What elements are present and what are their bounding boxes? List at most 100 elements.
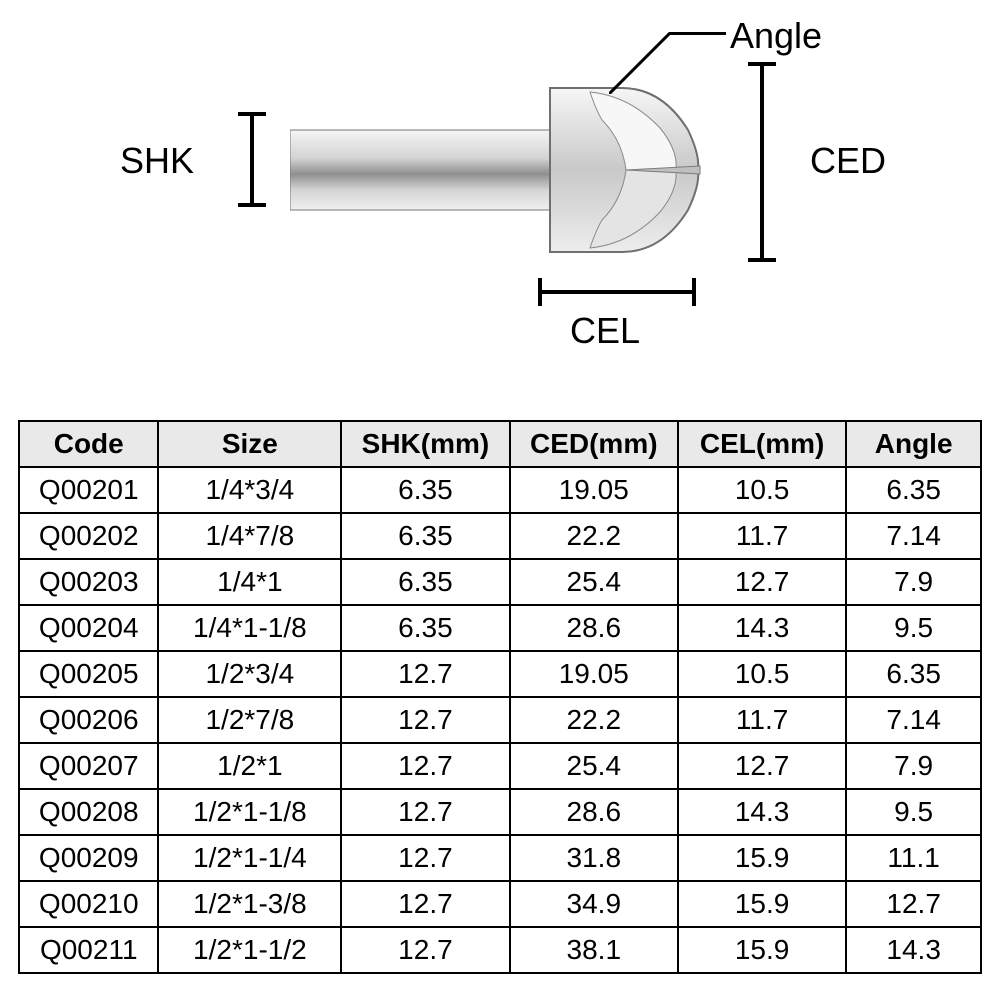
cel-dim-cap-r bbox=[692, 278, 696, 306]
table-cell: 10.5 bbox=[678, 467, 846, 513]
table-cell: 6.35 bbox=[846, 467, 981, 513]
table-cell: 12.7 bbox=[341, 927, 509, 973]
table-cell: 1/4*1-1/8 bbox=[158, 605, 341, 651]
table-row: Q002051/2*3/412.719.0510.56.35 bbox=[19, 651, 981, 697]
table-header-row: Code Size SHK(mm) CED(mm) CEL(mm) Angle bbox=[19, 421, 981, 467]
table-cell: 1/2*1 bbox=[158, 743, 341, 789]
table-cell: 12.7 bbox=[341, 835, 509, 881]
table-cell: 1/2*1-1/4 bbox=[158, 835, 341, 881]
table-cell: 6.35 bbox=[341, 559, 509, 605]
table-cell: 6.35 bbox=[341, 467, 509, 513]
table-cell: Q00211 bbox=[19, 927, 158, 973]
table-body: Q002011/4*3/46.3519.0510.56.35Q002021/4*… bbox=[19, 467, 981, 973]
table-cell: Q00209 bbox=[19, 835, 158, 881]
table-cell: 31.8 bbox=[510, 835, 678, 881]
cel-dim-line bbox=[538, 290, 696, 294]
table-row: Q002021/4*7/86.3522.211.77.14 bbox=[19, 513, 981, 559]
table-cell: 25.4 bbox=[510, 743, 678, 789]
table-cell: Q00207 bbox=[19, 743, 158, 789]
table-cell: 11.7 bbox=[678, 513, 846, 559]
table-row: Q002111/2*1-1/212.738.115.914.3 bbox=[19, 927, 981, 973]
table-cell: 12.7 bbox=[341, 881, 509, 927]
table-cell: 1/4*3/4 bbox=[158, 467, 341, 513]
spec-table-container: Code Size SHK(mm) CED(mm) CEL(mm) Angle … bbox=[18, 420, 982, 974]
table-cell: 19.05 bbox=[510, 651, 678, 697]
table-cell: 38.1 bbox=[510, 927, 678, 973]
table-cell: 7.9 bbox=[846, 743, 981, 789]
ced-label: CED bbox=[810, 140, 886, 182]
col-cel: CEL(mm) bbox=[678, 421, 846, 467]
table-cell: Q00202 bbox=[19, 513, 158, 559]
table-row: Q002101/2*1-3/812.734.915.912.7 bbox=[19, 881, 981, 927]
table-cell: 28.6 bbox=[510, 605, 678, 651]
table-cell: 22.2 bbox=[510, 697, 678, 743]
table-cell: Q00210 bbox=[19, 881, 158, 927]
cel-dim-cap-l bbox=[538, 278, 542, 306]
table-cell: 25.4 bbox=[510, 559, 678, 605]
table-row: Q002031/4*16.3525.412.77.9 bbox=[19, 559, 981, 605]
table-cell: Q00206 bbox=[19, 697, 158, 743]
table-cell: 11.7 bbox=[678, 697, 846, 743]
col-size: Size bbox=[158, 421, 341, 467]
table-cell: 28.6 bbox=[510, 789, 678, 835]
table-cell: 1/2*1-1/2 bbox=[158, 927, 341, 973]
table-cell: 14.3 bbox=[678, 605, 846, 651]
table-cell: 7.9 bbox=[846, 559, 981, 605]
ced-dim-line bbox=[760, 62, 764, 262]
ced-dim-cap-bot bbox=[748, 258, 776, 262]
table-cell: 34.9 bbox=[510, 881, 678, 927]
table-cell: 6.35 bbox=[846, 651, 981, 697]
table-cell: 12.7 bbox=[341, 789, 509, 835]
shk-dim-line bbox=[250, 112, 254, 207]
angle-leader-h bbox=[670, 32, 726, 35]
col-ced: CED(mm) bbox=[510, 421, 678, 467]
table-row: Q002011/4*3/46.3519.0510.56.35 bbox=[19, 467, 981, 513]
table-cell: 15.9 bbox=[678, 881, 846, 927]
table-cell: 22.2 bbox=[510, 513, 678, 559]
shk-label: SHK bbox=[120, 140, 194, 182]
table-cell: 1/2*3/4 bbox=[158, 651, 341, 697]
shk-dim-cap-bot bbox=[238, 203, 266, 207]
table-row: Q002061/2*7/812.722.211.77.14 bbox=[19, 697, 981, 743]
table-cell: 9.5 bbox=[846, 789, 981, 835]
table-cell: 12.7 bbox=[341, 743, 509, 789]
table-cell: 7.14 bbox=[846, 513, 981, 559]
table-cell: 14.3 bbox=[678, 789, 846, 835]
dimension-diagram: SHK A bbox=[120, 20, 880, 360]
table-cell: 14.3 bbox=[846, 927, 981, 973]
table-cell: 1/4*7/8 bbox=[158, 513, 341, 559]
table-row: Q002041/4*1-1/86.3528.614.39.5 bbox=[19, 605, 981, 651]
table-cell: 1/2*1-1/8 bbox=[158, 789, 341, 835]
spec-table: Code Size SHK(mm) CED(mm) CEL(mm) Angle … bbox=[18, 420, 982, 974]
table-cell: 11.1 bbox=[846, 835, 981, 881]
angle-label: Angle bbox=[730, 15, 822, 57]
table-cell: 1/2*1-3/8 bbox=[158, 881, 341, 927]
shk-dim-cap-top bbox=[238, 112, 266, 116]
angle-leader-diag bbox=[609, 32, 671, 94]
router-bit-illustration bbox=[290, 70, 710, 300]
table-cell: 7.14 bbox=[846, 697, 981, 743]
table-row: Q002081/2*1-1/812.728.614.39.5 bbox=[19, 789, 981, 835]
table-cell: 12.7 bbox=[678, 559, 846, 605]
table-cell: 12.7 bbox=[341, 697, 509, 743]
table-cell: 12.7 bbox=[678, 743, 846, 789]
table-cell: 19.05 bbox=[510, 467, 678, 513]
table-cell: 9.5 bbox=[846, 605, 981, 651]
table-cell: 1/4*1 bbox=[158, 559, 341, 605]
table-cell: 12.7 bbox=[846, 881, 981, 927]
table-cell: Q00208 bbox=[19, 789, 158, 835]
table-cell: Q00201 bbox=[19, 467, 158, 513]
table-cell: 15.9 bbox=[678, 927, 846, 973]
col-code: Code bbox=[19, 421, 158, 467]
col-shk: SHK(mm) bbox=[341, 421, 509, 467]
table-cell: Q00203 bbox=[19, 559, 158, 605]
table-cell: 10.5 bbox=[678, 651, 846, 697]
table-row: Q002071/2*112.725.412.77.9 bbox=[19, 743, 981, 789]
col-angle: Angle bbox=[846, 421, 981, 467]
ced-dim-cap-top bbox=[748, 62, 776, 66]
table-cell: 6.35 bbox=[341, 513, 509, 559]
cel-label: CEL bbox=[570, 310, 640, 352]
table-cell: 6.35 bbox=[341, 605, 509, 651]
table-cell: Q00204 bbox=[19, 605, 158, 651]
table-cell: Q00205 bbox=[19, 651, 158, 697]
